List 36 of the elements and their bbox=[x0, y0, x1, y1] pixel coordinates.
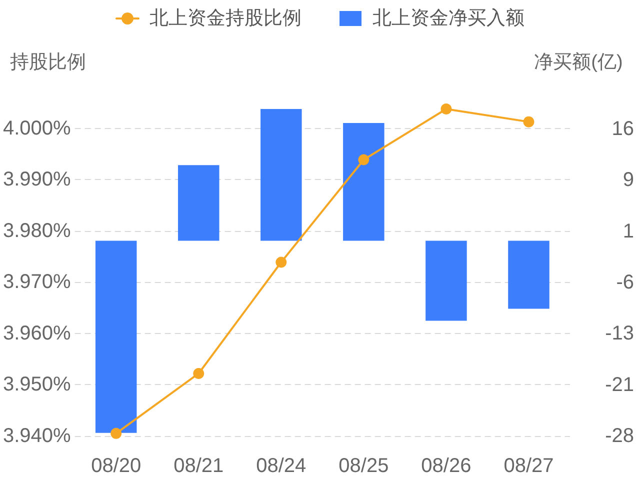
y2-tick-label: -6 bbox=[616, 271, 634, 294]
y2-tick-label: 1 bbox=[622, 220, 634, 242]
point bbox=[523, 116, 534, 128]
bar bbox=[426, 240, 467, 321]
x-tick-label: 08/20 bbox=[91, 455, 142, 477]
bar bbox=[95, 240, 137, 433]
bar bbox=[260, 109, 302, 241]
point bbox=[193, 368, 204, 379]
y-axis-title: 持股比例 bbox=[10, 52, 86, 73]
y2-tick-label: -28 bbox=[605, 425, 634, 447]
bar bbox=[508, 240, 550, 309]
x-tick-label: 08/27 bbox=[504, 455, 554, 477]
x-tick-label: 08/26 bbox=[421, 455, 472, 477]
bar bbox=[343, 123, 384, 241]
x-tick-label: 08/21 bbox=[174, 455, 224, 477]
y-tick-label: 3.950% bbox=[2, 374, 72, 396]
y2-tick-label: 16 bbox=[612, 118, 634, 140]
y-tick-label: 3.980% bbox=[2, 220, 72, 242]
y-tick-label: 4.000% bbox=[2, 117, 72, 140]
legend-label: 北上资金持股比例 bbox=[150, 8, 302, 29]
y2-tick-label: -13 bbox=[605, 322, 634, 345]
point bbox=[440, 104, 452, 114]
x-tick-label: 08/25 bbox=[338, 455, 389, 477]
y2-tick-label: -21 bbox=[605, 374, 634, 396]
point bbox=[358, 154, 370, 166]
y2-axis-title: 净买额(亿) bbox=[534, 51, 623, 73]
y-tick-label: 3.990% bbox=[2, 168, 72, 191]
x-tick-label: 08/24 bbox=[256, 455, 306, 477]
bar bbox=[178, 165, 220, 241]
point bbox=[110, 428, 122, 439]
y-tick-label: 3.970% bbox=[2, 271, 72, 294]
point bbox=[276, 256, 287, 268]
legend-label: 北上资金净买入额 bbox=[372, 7, 524, 29]
y2-tick-label: 9 bbox=[622, 169, 634, 192]
y-tick-label: 3.940% bbox=[2, 425, 72, 447]
y-tick-label: 3.960% bbox=[2, 322, 72, 344]
